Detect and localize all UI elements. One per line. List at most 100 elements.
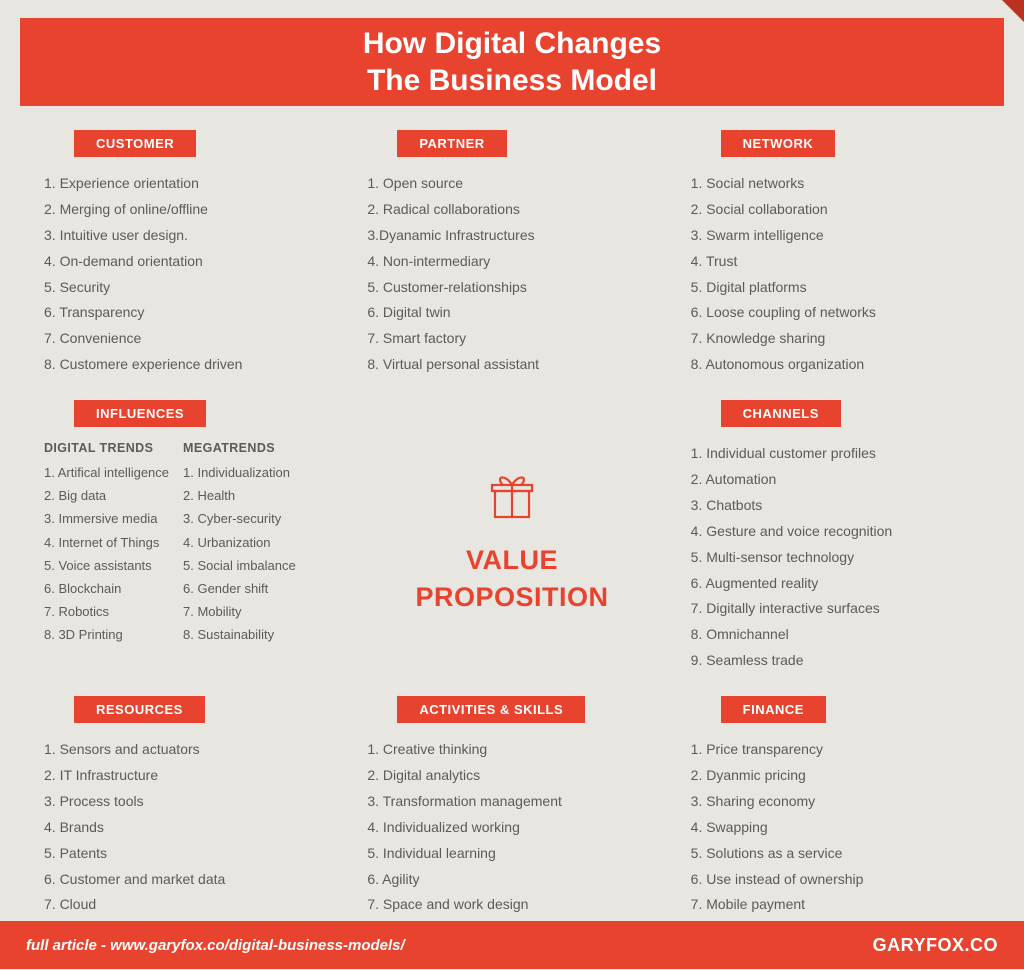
list-item: 4. Internet of Things: [44, 531, 169, 554]
list-item: 1. Artifical intelligence: [44, 461, 169, 484]
list-item: 7. Robotics: [44, 600, 169, 623]
block-partner: PARTNER 1. Open source2. Radical collabo…: [367, 130, 656, 378]
footer-article-link[interactable]: full article - www.garyfox.co/digital-bu…: [26, 937, 405, 954]
list-item: 3. Intuitive user design.: [44, 223, 333, 249]
vp-line-2: PROPOSITION: [415, 582, 608, 612]
list-item: 1. Open source: [367, 171, 656, 197]
list-item: 1. Individual customer profiles: [691, 441, 980, 467]
list-item: 9. Seamless trade: [691, 648, 980, 674]
block-influences: INFLUENCES DIGITAL TRENDS 1. Artifical i…: [44, 400, 333, 674]
label-finance: FINANCE: [721, 696, 826, 723]
vp-line-1: VALUE: [466, 545, 558, 575]
label-network: NETWORK: [721, 130, 836, 157]
list-item: 4. Non-intermediary: [367, 249, 656, 275]
label-influences: INFLUENCES: [74, 400, 206, 427]
list-item: 7. Space and work design: [367, 892, 656, 918]
list-item: 2. IT Infrastructure: [44, 763, 333, 789]
list-item: 7. Cloud: [44, 892, 333, 918]
list-item: 5. Individual learning: [367, 841, 656, 867]
list-item: 1. Sensors and actuators: [44, 737, 333, 763]
list-item: 5. Solutions as a service: [691, 841, 980, 867]
list-item: 3. Process tools: [44, 789, 333, 815]
list-item: 6. Loose coupling of networks: [691, 300, 980, 326]
list-item: 5. Patents: [44, 841, 333, 867]
list-item: 3. Transformation management: [367, 789, 656, 815]
list-item: 8. Omnichannel: [691, 622, 980, 648]
list-customer: 1. Experience orientation2. Merging of o…: [44, 171, 333, 378]
label-partner: PARTNER: [397, 130, 506, 157]
content-grid: CUSTOMER 1. Experience orientation2. Mer…: [44, 130, 980, 970]
list-item: 4. Swapping: [691, 815, 980, 841]
list-item: 8. Autonomous organization: [691, 352, 980, 378]
page-title: How Digital Changes The Business Model: [363, 25, 661, 100]
list-item: 3.Dyanamic Infrastructures: [367, 223, 656, 249]
list-item: 4. On-demand orientation: [44, 249, 333, 275]
list-item: 5. Customer-relationships: [367, 275, 656, 301]
list-megatrends: 1. Individualization2. Health3. Cyber-se…: [183, 461, 296, 646]
list-item: 2. Radical collaborations: [367, 197, 656, 223]
list-item: 3. Sharing economy: [691, 789, 980, 815]
list-item: 2. Merging of online/offline: [44, 197, 333, 223]
list-item: 5. Multi-sensor technology: [691, 545, 980, 571]
list-item: 5. Security: [44, 275, 333, 301]
list-item: 3. Chatbots: [691, 493, 980, 519]
list-item: 8. 3D Printing: [44, 623, 169, 646]
subhead-digital-trends: DIGITAL TRENDS: [44, 441, 169, 455]
label-resources: RESOURCES: [74, 696, 205, 723]
list-item: 2. Social collaboration: [691, 197, 980, 223]
list-item: 2. Dyanmic pricing: [691, 763, 980, 789]
list-item: 7. Knowledge sharing: [691, 326, 980, 352]
label-channels: CHANNELS: [721, 400, 841, 427]
list-item: 1. Social networks: [691, 171, 980, 197]
list-item: 2. Health: [183, 484, 296, 507]
list-network: 1. Social networks2. Social collaboratio…: [691, 171, 980, 378]
corner-fold-decoration: [1002, 0, 1024, 22]
list-item: 4. Brands: [44, 815, 333, 841]
list-item: 6. Use instead of ownership: [691, 867, 980, 893]
list-item: 4. Urbanization: [183, 531, 296, 554]
value-proposition-text: VALUE PROPOSITION: [415, 542, 608, 615]
block-value-proposition: VALUE PROPOSITION: [367, 400, 656, 674]
block-network: NETWORK 1. Social networks2. Social coll…: [691, 130, 980, 378]
list-item: 4. Gesture and voice recognition: [691, 519, 980, 545]
list-item: 5. Voice assistants: [44, 554, 169, 577]
list-item: 3. Immersive media: [44, 507, 169, 530]
list-item: 2. Digital analytics: [367, 763, 656, 789]
list-item: 1. Price transparency: [691, 737, 980, 763]
footer-brand: GARYFOX.CO: [873, 935, 998, 956]
block-channels: CHANNELS 1. Individual customer profiles…: [691, 400, 980, 674]
list-item: 3. Swarm intelligence: [691, 223, 980, 249]
list-item: 1. Individualization: [183, 461, 296, 484]
gift-icon: [485, 469, 539, 528]
list-item: 4. Trust: [691, 249, 980, 275]
list-item: 2. Big data: [44, 484, 169, 507]
list-item: 7. Digitally interactive surfaces: [691, 596, 980, 622]
list-item: 4. Individualized working: [367, 815, 656, 841]
list-item: 2. Automation: [691, 467, 980, 493]
list-item: 3. Cyber-security: [183, 507, 296, 530]
list-digital-trends: 1. Artifical intelligence2. Big data3. I…: [44, 461, 169, 646]
list-partner: 1. Open source2. Radical collaborations3…: [367, 171, 656, 378]
list-item: 8. Virtual personal assistant: [367, 352, 656, 378]
label-activities: ACTIVITIES & SKILLS: [397, 696, 585, 723]
list-item: 8. Sustainability: [183, 623, 296, 646]
list-item: 5. Social imbalance: [183, 554, 296, 577]
title-line-2: The Business Model: [367, 64, 657, 97]
list-item: 7. Mobile payment: [691, 892, 980, 918]
list-item: 1. Creative thinking: [367, 737, 656, 763]
list-item: 6. Augmented reality: [691, 571, 980, 597]
list-item: 6. Digital twin: [367, 300, 656, 326]
header-band: How Digital Changes The Business Model: [20, 18, 1004, 106]
list-item: 7. Smart factory: [367, 326, 656, 352]
list-item: 6. Agility: [367, 867, 656, 893]
subhead-megatrends: MEGATRENDS: [183, 441, 296, 455]
title-line-1: How Digital Changes: [363, 27, 661, 60]
list-item: 6. Customer and market data: [44, 867, 333, 893]
list-item: 6. Blockchain: [44, 577, 169, 600]
list-item: 7. Convenience: [44, 326, 333, 352]
label-customer: CUSTOMER: [74, 130, 196, 157]
list-item: 6. Gender shift: [183, 577, 296, 600]
list-channels: 1. Individual customer profiles2. Automa…: [691, 441, 980, 674]
list-item: 5. Digital platforms: [691, 275, 980, 301]
list-item: 8. Customere experience driven: [44, 352, 333, 378]
